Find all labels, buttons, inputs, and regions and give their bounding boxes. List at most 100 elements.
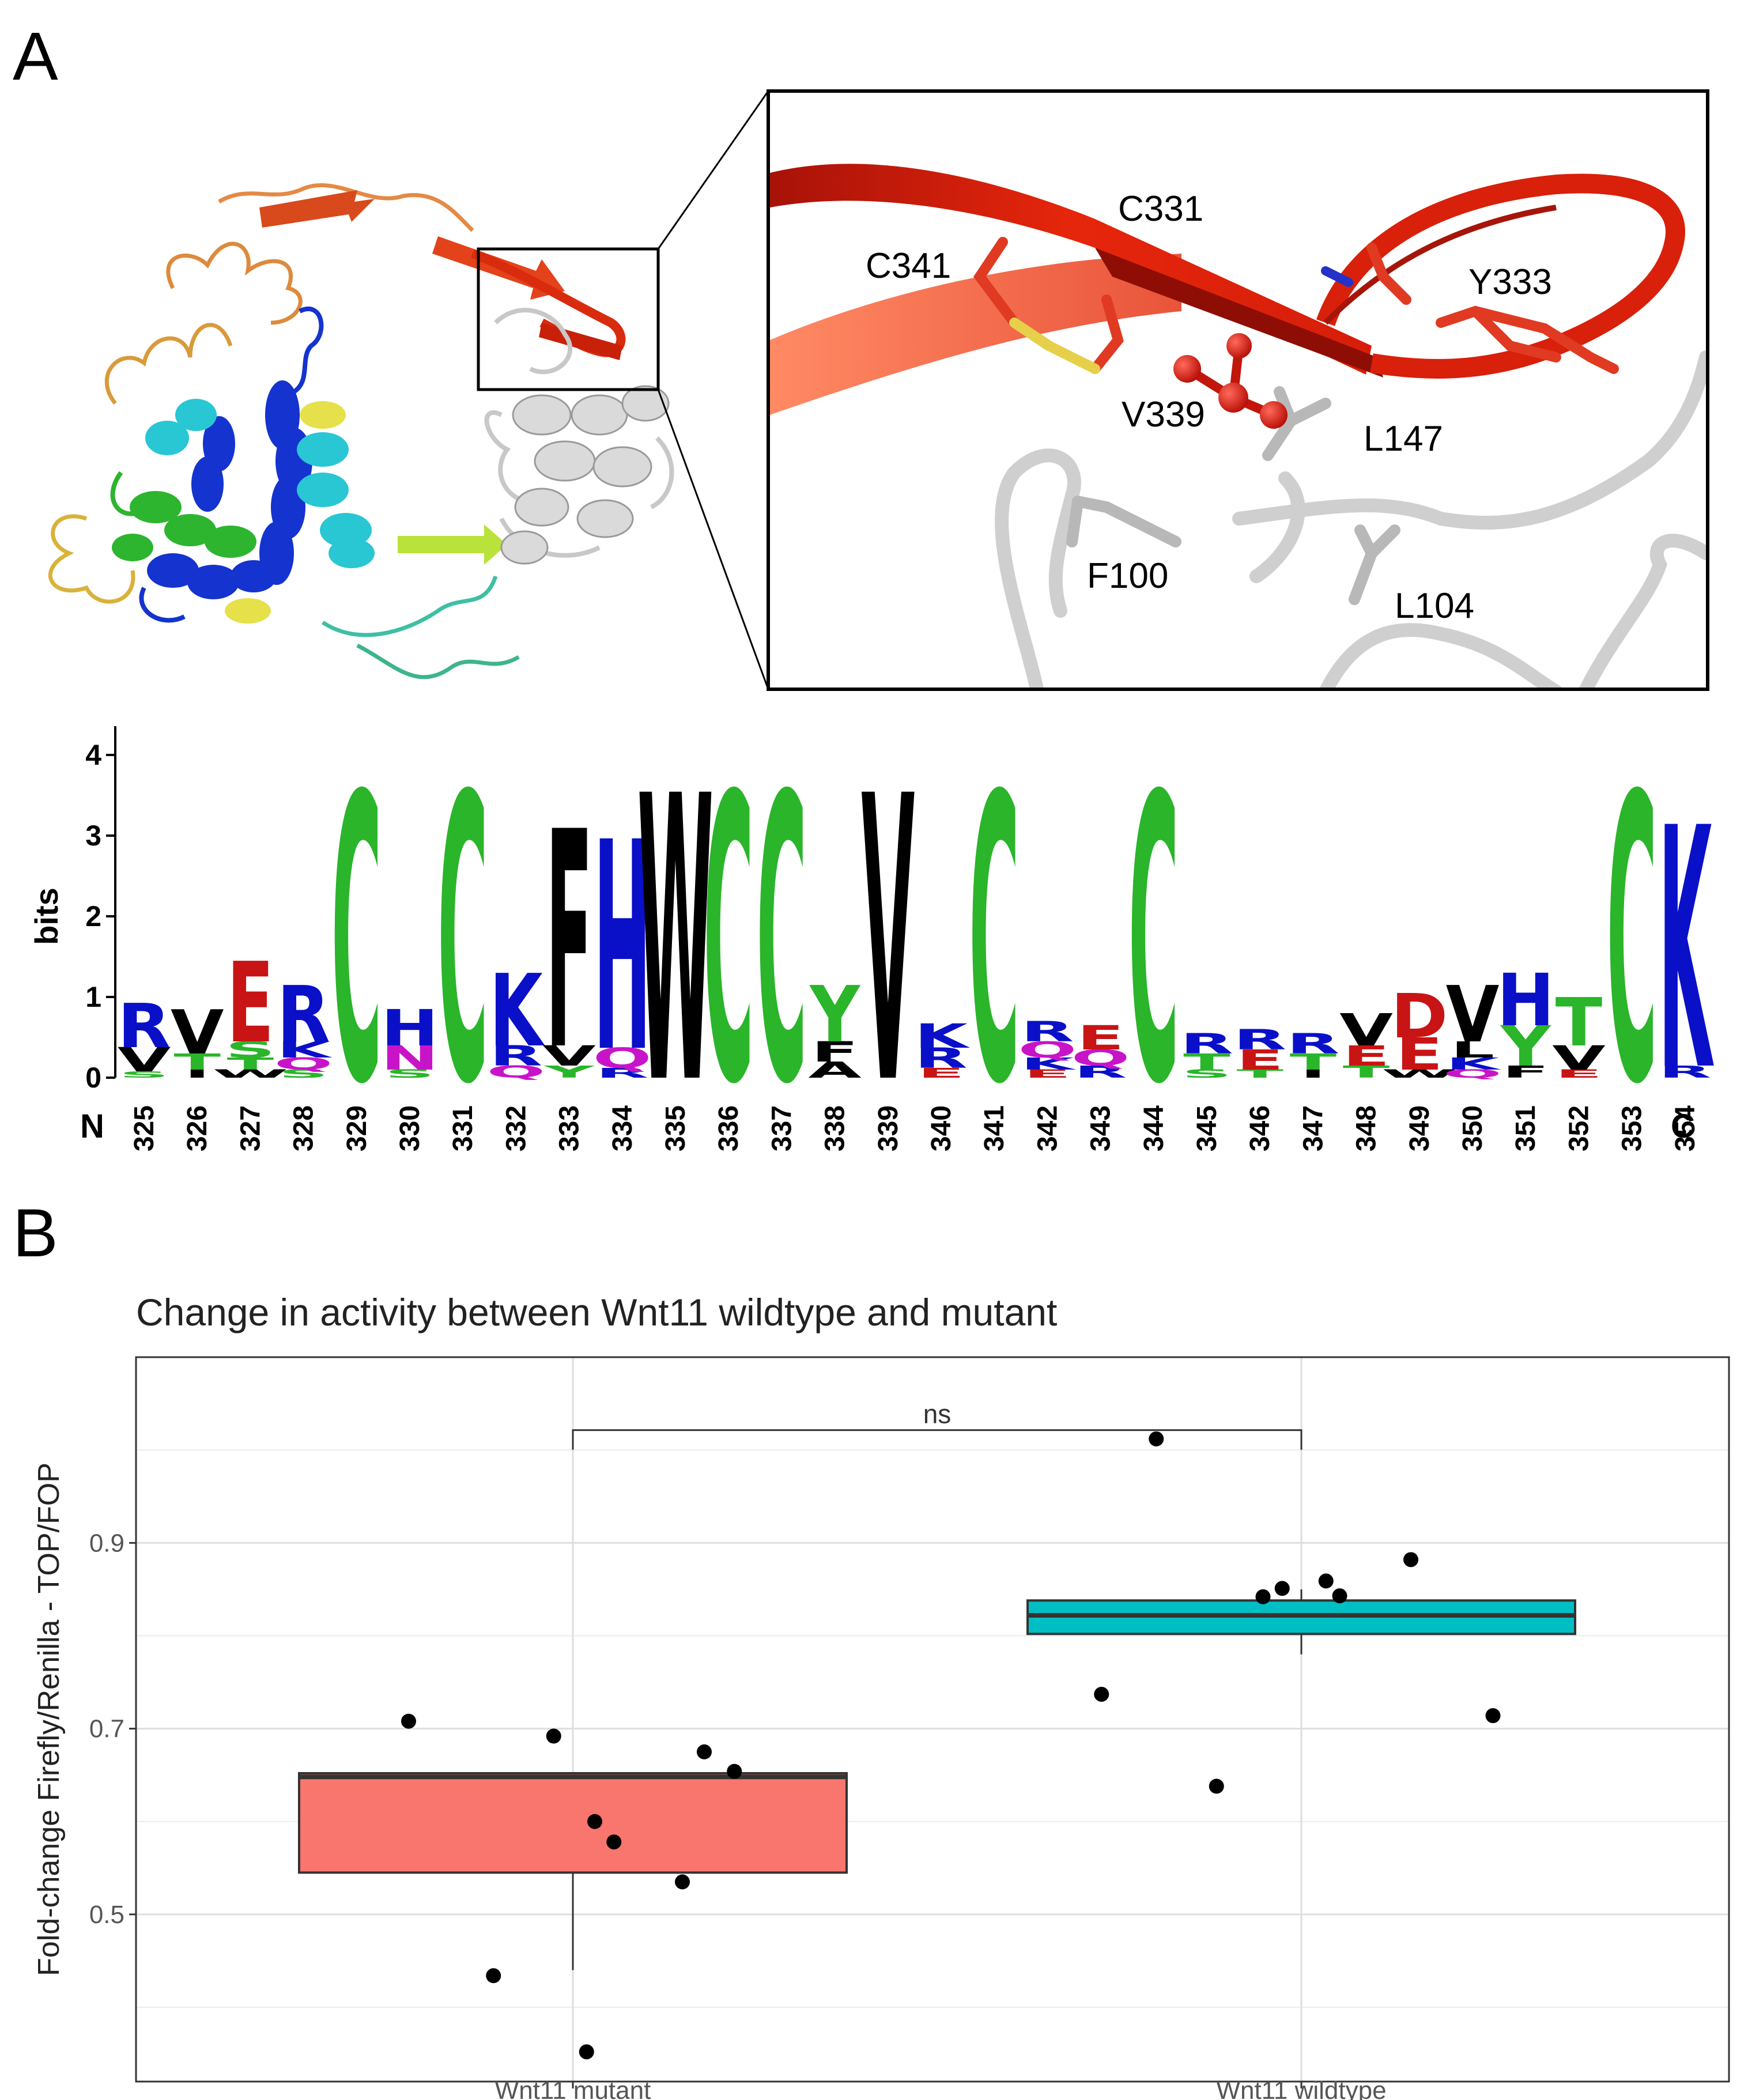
logo-position-label: 354 <box>1670 1105 1701 1151</box>
logo-letter: V <box>542 1040 596 1072</box>
logo-letter: Q <box>274 1054 333 1074</box>
logo-letter: V <box>1552 1039 1606 1078</box>
y-axis-label: Fold-change Firefly/Renilla - TOP/FOP <box>32 1463 66 1976</box>
box-wnt11-mutant <box>298 1772 848 1874</box>
logo-position-label: 351 <box>1511 1105 1541 1151</box>
logo-letter: W <box>212 1067 288 1080</box>
panel-b-letter: B <box>13 1195 58 1271</box>
logo-position-label: 333 <box>554 1105 585 1151</box>
logo-letter: C <box>756 714 807 1171</box>
logo-y-tick-label: 4 <box>85 739 101 771</box>
logo-letter: Y <box>543 1062 595 1082</box>
logo-letter: S <box>1182 1067 1232 1080</box>
logo-letter: S <box>119 1070 169 1080</box>
logo-position-label: 334 <box>607 1105 638 1151</box>
data-point <box>579 2044 594 2060</box>
logo-letter: R <box>489 1040 542 1072</box>
logo-position-label: 352 <box>1564 1105 1594 1151</box>
logo-letter: N <box>381 1039 439 1078</box>
logo-letter: R <box>118 991 171 1062</box>
logo-position-label: 327 <box>235 1105 266 1151</box>
logo-letter: T <box>1343 1062 1390 1082</box>
logo-letter: T <box>1556 984 1603 1061</box>
logo-y-tick-label: 1 <box>85 981 101 1013</box>
boxplot-chart: 0.5 0.7 0.9 ns Wnt11 mutant Wnt11 wildtype Fol… <box>32 1356 1730 2100</box>
data-point <box>401 1713 416 1729</box>
logo-position-label: 332 <box>501 1105 531 1151</box>
logo-letter: R <box>915 1043 968 1075</box>
y-tick-label: 0.7 <box>89 1715 124 1743</box>
logo-position-label: 343 <box>1086 1105 1116 1151</box>
logo-y-label: bits <box>28 887 65 945</box>
data-point <box>546 1728 561 1744</box>
significance-bracket <box>572 1429 1302 1450</box>
logo-letter: T <box>227 1054 274 1074</box>
logo-letter: K <box>1658 758 1714 1144</box>
logo-y-tick-label: 3 <box>85 819 101 852</box>
logo-letter: I <box>1300 1067 1326 1080</box>
logo-position-label: 339 <box>873 1105 904 1151</box>
logo-letter: R <box>1180 1028 1233 1060</box>
logo-position-label: 340 <box>926 1105 957 1151</box>
logo-position-label: 330 <box>395 1105 425 1151</box>
logo-letter: V <box>1446 969 1500 1059</box>
residue-label-c341: C341 <box>866 246 951 286</box>
significance-label: ns <box>923 1399 952 1429</box>
logo-letter: E <box>1024 1067 1071 1080</box>
residue-label-v339: V339 <box>1122 395 1205 435</box>
y-tick-label: 0.9 <box>89 1529 124 1557</box>
zoom-box <box>477 247 660 391</box>
logo-letter: S <box>225 1037 275 1063</box>
logo-letter: C <box>1607 714 1658 1171</box>
data-point <box>486 1968 501 1984</box>
logo-letter: K <box>277 1037 333 1063</box>
data-point <box>1094 1686 1109 1702</box>
logo-position-label: 350 <box>1458 1105 1488 1151</box>
residue-label-l104: L104 <box>1395 586 1474 626</box>
logo-letter: Q <box>593 1043 652 1075</box>
logo-letter: E <box>1343 1040 1390 1072</box>
data-point <box>1403 1552 1418 1568</box>
logo-position-label: 326 <box>182 1105 213 1151</box>
logo-position-label: 341 <box>979 1105 1010 1151</box>
logo-letter: K <box>1021 1054 1077 1074</box>
data-point <box>1318 1573 1334 1589</box>
logo-letter: C <box>1128 714 1179 1171</box>
logo-position-label: 347 <box>1298 1105 1328 1151</box>
logo-letter: R <box>1074 1062 1127 1082</box>
zoomed-inset <box>767 89 1709 691</box>
logo-letter: V <box>118 1041 171 1079</box>
logo-letter: T <box>1236 1067 1283 1080</box>
plot-border <box>135 1356 1730 2083</box>
logo-letter: H <box>594 781 651 1116</box>
logo-letter: S <box>278 1067 328 1080</box>
data-point <box>1332 1588 1347 1604</box>
data-point <box>1485 1708 1501 1724</box>
logo-letter: C <box>331 714 382 1171</box>
logo-position-label: 325 <box>129 1105 160 1151</box>
logo-y-tick-label: 2 <box>85 900 101 932</box>
logo-letter: R <box>1659 1062 1712 1082</box>
logo-c-terminus: C <box>1671 1108 1695 1145</box>
x-tick-label: Wnt11 mutant <box>495 2076 651 2100</box>
logo-letter: Y <box>1500 1014 1552 1079</box>
panel-a-letter: A <box>13 18 58 95</box>
logo-position-label: 348 <box>1351 1105 1382 1151</box>
logo-letter: Q <box>1018 1037 1077 1063</box>
logo-position-label: 335 <box>660 1105 691 1151</box>
logo-position-label: 344 <box>1139 1105 1169 1151</box>
logo-letter: C <box>703 714 754 1171</box>
zoom-connector-bottom <box>657 389 769 690</box>
logo-position-label: 345 <box>1192 1105 1222 1151</box>
logo-letter: S <box>385 1067 435 1080</box>
logo-letter: R <box>1021 1016 1074 1048</box>
logo-letter: F <box>811 1036 859 1068</box>
data-point <box>587 1814 602 1829</box>
logo-letter: K <box>915 1018 971 1056</box>
logo-letter: F <box>546 768 593 1116</box>
logo-position-label: 331 <box>448 1105 478 1151</box>
logo-position-label: 353 <box>1617 1105 1648 1151</box>
logo-letter: E <box>227 939 274 1067</box>
logo-letter: V <box>1339 1004 1393 1056</box>
